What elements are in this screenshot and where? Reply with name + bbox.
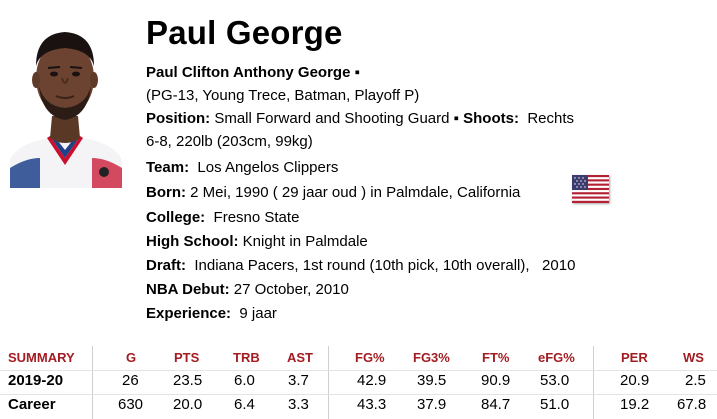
highschool-line: High School: Knight in Palmdale bbox=[146, 232, 368, 252]
cell-g: 26 bbox=[122, 372, 139, 389]
header-g: G bbox=[126, 350, 137, 365]
header-per: PER bbox=[621, 350, 648, 365]
cell-fg-pct: 43.3 bbox=[357, 396, 387, 413]
player-photo bbox=[6, 8, 124, 188]
cell-pts: 20.0 bbox=[173, 396, 203, 413]
cell-per: 20.9 bbox=[620, 372, 650, 389]
stats-summary-table: SUMMARY G PTS TRB AST FG% FG3% FT% eFG% … bbox=[0, 344, 717, 419]
cell-fg3-pct: 39.5 bbox=[417, 372, 447, 389]
college-value: Fresno State bbox=[213, 209, 300, 226]
header-pts: PTS bbox=[174, 350, 200, 365]
born-state: California bbox=[457, 184, 521, 201]
team-label: Team: bbox=[146, 159, 190, 176]
team-line: Team: Los Angelos Clippers bbox=[146, 158, 338, 178]
usa-flag-icon bbox=[572, 175, 609, 203]
team-value: Los Angelos Clippers bbox=[197, 159, 339, 176]
position-label: Position: bbox=[146, 110, 211, 127]
size-line: 6-8, 220lb (203cm, 99kg) bbox=[146, 133, 313, 150]
draft-year: 2010 bbox=[542, 257, 576, 274]
header-ft-pct: FT% bbox=[482, 350, 510, 365]
debut-label: NBA Debut: bbox=[146, 281, 230, 298]
born-date: 2 Mei, 1990 bbox=[190, 184, 269, 201]
born-line: Born: 2 Mei, 1990 ( 29 jaar oud ) in Pal… bbox=[146, 183, 520, 203]
experience-label: Experience: bbox=[146, 305, 232, 322]
cell-fg-pct: 42.9 bbox=[357, 372, 387, 389]
player-portrait-image bbox=[6, 8, 124, 188]
header-trb: TRB bbox=[233, 350, 260, 365]
header-fg-pct: FG% bbox=[355, 350, 385, 365]
highschool-value: Knight in Palmdale bbox=[242, 233, 368, 250]
draft-line: Draft: Indiana Pacers, 1st round (10th p… bbox=[146, 256, 575, 276]
college-label: College: bbox=[146, 209, 206, 226]
shoots-label: Shoots: bbox=[463, 110, 519, 127]
cell-ast: 3.3 bbox=[288, 396, 309, 413]
position-value: Small Forward and Shooting Guard bbox=[214, 110, 450, 127]
experience-value: 9 jaar bbox=[239, 305, 277, 322]
position-bullet: ▪ bbox=[453, 110, 459, 127]
born-label: Born: bbox=[146, 184, 186, 201]
born-age: ( 29 jaar oud ) bbox=[272, 184, 367, 201]
header-fg3-pct: FG3% bbox=[413, 350, 450, 365]
cell-pts: 23.5 bbox=[173, 372, 203, 389]
born-place: in Palmdale, bbox=[370, 184, 453, 201]
debut-line: NBA Debut: 27 October, 2010 bbox=[146, 280, 349, 300]
cell-efg-pct: 53.0 bbox=[540, 372, 570, 389]
experience-line: Experience: 9 jaar bbox=[146, 304, 277, 324]
column-divider bbox=[92, 346, 93, 419]
cell-trb: 6.4 bbox=[234, 396, 255, 413]
header-ast: AST bbox=[287, 350, 313, 365]
cell-ft-pct: 84.7 bbox=[481, 396, 511, 413]
row-divider bbox=[0, 370, 717, 371]
draft-value: Indiana Pacers, 1st round (10th pick, 10… bbox=[194, 257, 530, 274]
cell-g: 630 bbox=[118, 396, 144, 413]
full-name: Paul Clifton Anthony George bbox=[146, 64, 351, 81]
cell-efg-pct: 51.0 bbox=[540, 396, 570, 413]
column-divider bbox=[593, 346, 594, 419]
cell-trb: 6.0 bbox=[234, 372, 255, 389]
full-name-bullet: ▪ bbox=[354, 64, 360, 81]
nicknames: (PG-13, Young Trece, Batman, Playoff P) bbox=[146, 87, 420, 104]
column-divider bbox=[328, 346, 329, 419]
position-line: Position: Small Forward and Shooting Gua… bbox=[146, 109, 574, 129]
row-label-season: 2019-20 bbox=[8, 372, 64, 389]
shoots-value: Rechts bbox=[527, 110, 574, 127]
header-summary: SUMMARY bbox=[8, 350, 75, 365]
debut-value: 27 October, 2010 bbox=[233, 281, 349, 298]
cell-fg3-pct: 37.9 bbox=[417, 396, 447, 413]
row-label-career: Career bbox=[8, 396, 56, 413]
college-line: College: Fresno State bbox=[146, 208, 299, 228]
full-name-line: Paul Clifton Anthony George ▪ bbox=[146, 63, 360, 83]
header-ws: WS bbox=[683, 350, 704, 365]
cell-ws: 2.5 bbox=[685, 372, 706, 389]
row-divider bbox=[0, 394, 717, 395]
header-efg-pct: eFG% bbox=[538, 350, 575, 365]
draft-label: Draft: bbox=[146, 257, 186, 274]
cell-ws: 67.8 bbox=[677, 396, 707, 413]
cell-per: 19.2 bbox=[620, 396, 650, 413]
cell-ast: 3.7 bbox=[288, 372, 309, 389]
cell-ft-pct: 90.9 bbox=[481, 372, 511, 389]
highschool-label: High School: bbox=[146, 233, 239, 250]
player-name-heading: Paul George bbox=[146, 14, 343, 51]
